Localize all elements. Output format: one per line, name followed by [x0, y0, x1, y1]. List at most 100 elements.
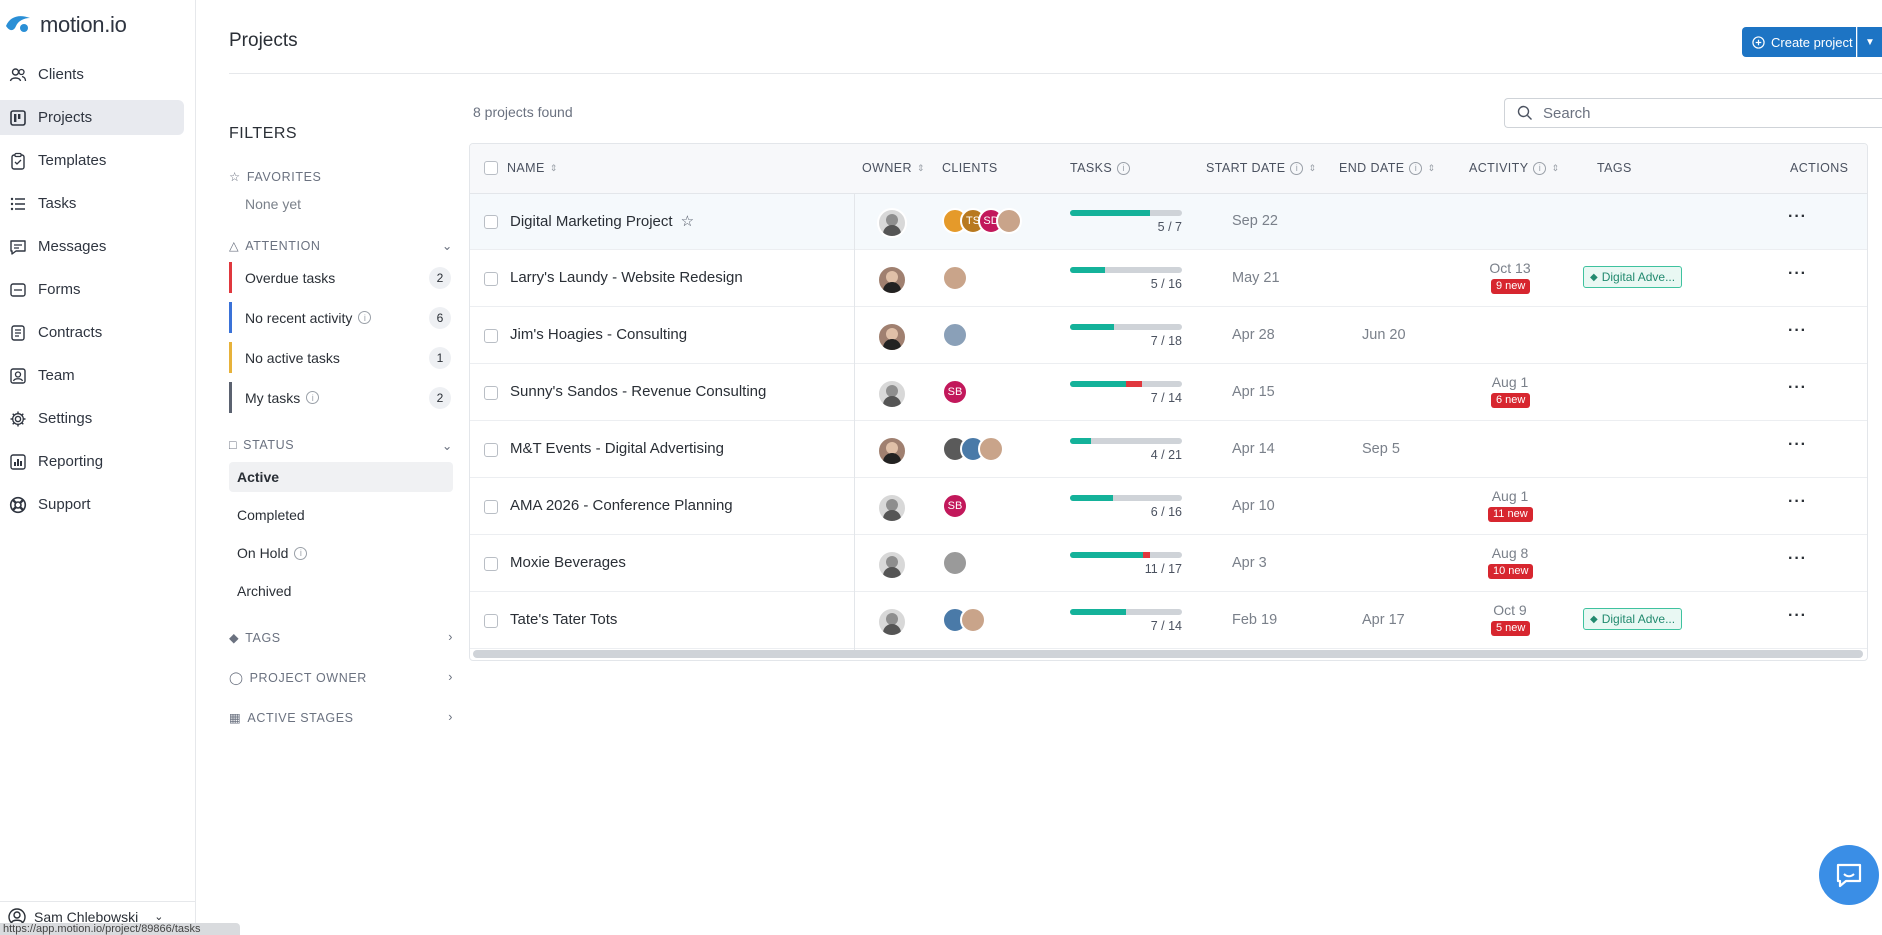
sidebar-item-settings[interactable]: Settings	[0, 401, 184, 436]
sidebar-item-messages[interactable]: Messages	[0, 229, 184, 264]
sidebar-item-clients[interactable]: Clients	[0, 57, 184, 92]
client-avatar[interactable]	[942, 322, 968, 348]
info-icon[interactable]: i	[294, 546, 308, 560]
status-filter-on-hold[interactable]: On Hold i	[229, 538, 453, 568]
attention-item[interactable]: No recent activity i 6	[229, 302, 451, 333]
info-icon[interactable]: i	[1117, 161, 1131, 175]
project-name[interactable]: Tate's Tater Tots	[510, 611, 618, 628]
col-end-date[interactable]: END DATE i ⇕	[1339, 161, 1435, 175]
attention-item[interactable]: No active tasks 1	[229, 342, 451, 373]
tags-section[interactable]: ◆ TAGS ›	[229, 630, 453, 645]
row-actions-menu[interactable]: ···	[1788, 208, 1807, 225]
project-name[interactable]: AMA 2026 - Conference Planning	[510, 497, 733, 514]
col-start-date[interactable]: START DATE i ⇕	[1206, 161, 1316, 175]
row-actions-menu[interactable]: ···	[1788, 493, 1807, 510]
search-input[interactable]	[1543, 104, 1843, 122]
table-row[interactable]: Digital Marketing Project ☆ TS SD 5 / 7 Sep 2…	[470, 194, 1867, 250]
favorites-section[interactable]: ☆ FAVORITES	[229, 169, 453, 185]
project-owner-section[interactable]: ◯ PROJECT OWNER ›	[229, 670, 453, 685]
select-all-checkbox[interactable]	[484, 161, 498, 175]
project-name[interactable]: Sunny's Sandos - Revenue Consulting	[510, 383, 767, 400]
client-avatar[interactable]	[942, 265, 968, 291]
status-filter-archived[interactable]: Archived	[229, 576, 453, 606]
sidebar-item-projects[interactable]: Projects	[0, 100, 184, 135]
info-icon[interactable]: i	[358, 311, 372, 324]
attention-item[interactable]: My tasks i 2	[229, 382, 451, 413]
search-box[interactable]	[1504, 98, 1882, 128]
row-checkbox[interactable]	[484, 215, 498, 229]
create-project-dropdown[interactable]: ▼	[1857, 27, 1882, 57]
owner-avatar[interactable]	[877, 550, 907, 580]
col-name[interactable]: NAME ⇕	[507, 161, 558, 175]
project-tag[interactable]: ◆ Digital Adve...	[1583, 608, 1683, 630]
client-avatar[interactable]	[942, 550, 968, 576]
owner-avatar[interactable]	[877, 436, 907, 466]
owner-avatar[interactable]	[877, 265, 907, 295]
new-activity-badge[interactable]: 6 new	[1491, 393, 1531, 408]
owner-avatar[interactable]	[877, 379, 907, 409]
client-avatar[interactable]	[960, 607, 986, 633]
row-checkbox[interactable]	[484, 614, 498, 628]
row-actions-menu[interactable]: ···	[1788, 265, 1807, 282]
new-activity-badge[interactable]: 5 new	[1491, 621, 1531, 636]
user-menu[interactable]: Sam Chlebowski ⌄	[0, 901, 196, 931]
chat-launcher-button[interactable]	[1819, 845, 1879, 905]
row-actions-menu[interactable]: ···	[1788, 322, 1807, 339]
attention-item[interactable]: Overdue tasks 2	[229, 262, 451, 293]
table-row[interactable]: Jim's Hoagies - Consulting 7 / 18 Apr 28 Ju…	[470, 308, 1867, 364]
sidebar-item-support[interactable]: Support	[0, 487, 184, 522]
client-avatar[interactable]: SB	[942, 379, 968, 405]
client-avatar[interactable]	[996, 208, 1022, 234]
row-checkbox[interactable]	[484, 557, 498, 571]
status-section[interactable]: □ STATUS ⌄	[229, 438, 453, 453]
star-icon[interactable]: ☆	[680, 213, 695, 230]
attention-section[interactable]: △ ATTENTION ⌄	[229, 238, 453, 254]
project-tag[interactable]: ◆ Digital Adve...	[1583, 266, 1683, 288]
sidebar-item-templates[interactable]: Templates	[0, 143, 184, 178]
project-name[interactable]: M&T Events - Digital Advertising	[510, 440, 724, 457]
owner-avatar[interactable]	[877, 607, 907, 637]
row-checkbox[interactable]	[484, 386, 498, 400]
info-icon[interactable]: i	[1533, 161, 1547, 175]
status-filter-completed[interactable]: Completed	[229, 500, 453, 530]
owner-avatar[interactable]	[877, 493, 907, 523]
row-checkbox[interactable]	[484, 443, 498, 457]
client-avatar[interactable]	[978, 436, 1004, 462]
table-row[interactable]: Sunny's Sandos - Revenue Consulting SB 7 /…	[470, 365, 1867, 421]
create-project-button[interactable]: Create project	[1742, 27, 1856, 57]
table-row[interactable]: Moxie Beverages 11 / 17 Apr 3 Aug 8 10 new ··…	[470, 536, 1867, 592]
sidebar-item-tasks[interactable]: Tasks	[0, 186, 184, 221]
row-checkbox[interactable]	[484, 329, 498, 343]
col-owner[interactable]: OWNER ⇕	[862, 161, 925, 175]
new-activity-badge[interactable]: 9 new	[1491, 279, 1531, 294]
row-actions-menu[interactable]: ···	[1788, 379, 1807, 396]
table-row[interactable]: AMA 2026 - Conference Planning SB 6 / 16 Ap…	[470, 479, 1867, 535]
project-name[interactable]: Digital Marketing Project	[510, 212, 673, 230]
status-filter-active[interactable]: Active	[229, 462, 453, 492]
row-actions-menu[interactable]: ···	[1788, 607, 1807, 624]
owner-avatar[interactable]	[877, 208, 907, 238]
project-name[interactable]: Jim's Hoagies - Consulting	[510, 326, 688, 343]
owner-avatar[interactable]	[877, 322, 907, 352]
new-activity-badge[interactable]: 10 new	[1488, 564, 1534, 579]
motion-logo[interactable]: motion.io	[4, 10, 127, 40]
row-actions-menu[interactable]: ···	[1788, 550, 1807, 567]
horizontal-scrollbar[interactable]	[473, 650, 1863, 658]
sidebar-item-forms[interactable]: Forms	[0, 272, 184, 307]
table-row[interactable]: M&T Events - Digital Advertising 4 / 21 Ap…	[470, 422, 1867, 478]
table-row[interactable]: Tate's Tater Tots 7 / 14 Feb 19 Apr 17 Oct 9…	[470, 593, 1867, 649]
info-icon[interactable]: i	[1409, 161, 1423, 175]
sidebar-item-team[interactable]: Team	[0, 358, 184, 393]
sidebar-item-contracts[interactable]: Contracts	[0, 315, 184, 350]
sidebar-item-reporting[interactable]: Reporting	[0, 444, 184, 479]
row-checkbox[interactable]	[484, 500, 498, 514]
col-activity[interactable]: ACTIVITY i ⇕	[1469, 161, 1559, 175]
project-name[interactable]: Larry's Laundy - Website Redesign	[510, 269, 743, 286]
project-name[interactable]: Moxie Beverages	[510, 554, 626, 571]
row-checkbox[interactable]	[484, 272, 498, 286]
active-stages-section[interactable]: ▦ ACTIVE STAGES ›	[229, 710, 453, 725]
info-icon[interactable]: i	[1290, 161, 1304, 175]
table-row[interactable]: Larry's Laundy - Website Redesign 5 / 16 M…	[470, 251, 1867, 307]
row-actions-menu[interactable]: ···	[1788, 436, 1807, 453]
client-avatar[interactable]: SB	[942, 493, 968, 519]
